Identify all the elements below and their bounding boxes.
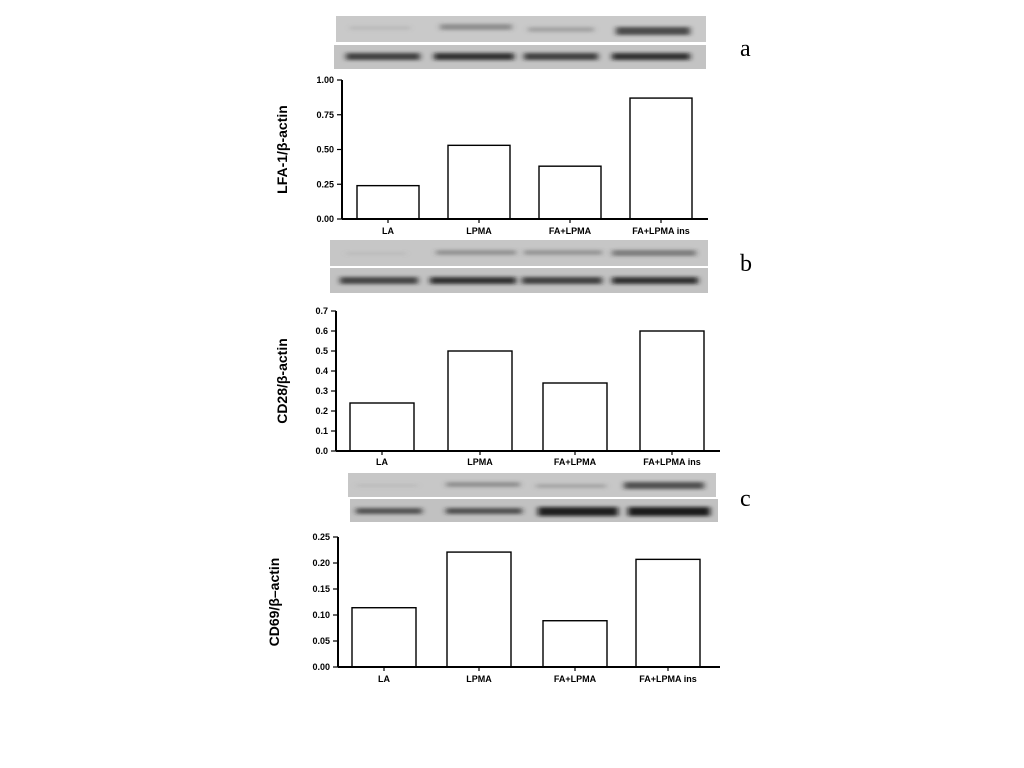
lfa1-bar-3 (629, 97, 693, 220)
cd28-ytick-label-5: 0.5 (315, 346, 328, 356)
band-a-target-falpmains (616, 27, 690, 35)
chart-lfa1: 0.00 0.25 0.50 0.75 1.00 LA LPMA FA+LPMA FA+LPMA… (274, 75, 708, 236)
cd28-category-label-2: FA+LPMA (554, 457, 597, 467)
lfa1-ytick-label-1: 0.25 (316, 179, 334, 189)
lfa1-bar-2 (538, 165, 602, 220)
cd69-bar-0 (351, 607, 417, 668)
blot-c-actin (350, 499, 718, 522)
band-a-actin-falpma (524, 53, 598, 60)
cd69-category-label-2: FA+LPMA (554, 674, 597, 684)
band-a-actin-lpma (434, 53, 514, 60)
cd69-bar-1 (446, 551, 512, 668)
cd69-y-axis-title: CD69/β–actin (266, 558, 282, 647)
lfa1-bar-1 (447, 144, 511, 220)
blot-a-actin (334, 45, 706, 69)
cd28-ytick-label-1: 0.1 (315, 426, 328, 436)
band-a-target-lpma (440, 24, 512, 30)
cd28-ytick-label-0: 0.0 (315, 446, 328, 456)
cd28-y-axis-title: CD28/β-actin (274, 338, 290, 424)
band-a-actin-la (346, 53, 420, 60)
lfa1-y-axis-title: LFA-1/β-actin (274, 105, 290, 194)
lfa1-category-label-3: FA+LPMA ins (632, 226, 689, 236)
chart-cd28: 0.0 0.1 0.2 0.3 0.4 0.5 0.6 0.7 LA LPMA FA+LPMA FA+… (274, 306, 720, 467)
band-b-actin-falpmains (612, 277, 698, 284)
lfa1-category-label-0: LA (382, 226, 394, 236)
panel-c: c 0.00 0.05 0.10 0.15 0.20 0.25 LA LPMA FA+LPMA F… (266, 473, 751, 684)
cd28-bar-3 (639, 330, 705, 452)
cd28-category-label-0: LA (376, 457, 388, 467)
band-c-actin-lpma (446, 508, 522, 514)
blot-c-target (348, 473, 716, 497)
band-b-target-la (346, 252, 406, 255)
panel-b: b 0.0 0.1 0.2 0.3 0.4 0.5 0.6 0.7 LA LPMA FA+LPMA F… (274, 240, 752, 467)
cd69-category-label-0: LA (378, 674, 390, 684)
band-c-actin-la (356, 508, 422, 514)
cd28-bar-1 (447, 350, 513, 452)
cd69-ytick-label-4: 0.20 (312, 558, 330, 568)
band-b-actin-la (340, 277, 418, 284)
band-c-actin-falpma (538, 507, 618, 516)
lfa1-category-label-1: LPMA (466, 226, 492, 236)
band-b-target-falpma (524, 250, 602, 255)
cd69-ytick-label-0: 0.00 (312, 662, 330, 672)
band-c-target-falpmains (624, 482, 704, 489)
cd28-ytick-label-2: 0.2 (315, 406, 328, 416)
band-a-target-la (350, 26, 410, 30)
band-a-actin-falpmains (612, 53, 690, 60)
cd28-ytick-label-7: 0.7 (315, 306, 328, 316)
cd69-ytick-label-5: 0.25 (312, 532, 330, 542)
lfa1-ytick-label-4: 1.00 (316, 75, 334, 85)
blot-b-actin (330, 268, 708, 293)
band-a-target-falpma (528, 27, 594, 32)
panel-label-a: a (740, 36, 751, 62)
band-c-target-lpma (446, 482, 520, 487)
band-c-actin-falpmains (628, 507, 710, 516)
lfa1-ytick-label-0: 0.00 (316, 214, 334, 224)
cd28-bar-2 (542, 382, 608, 452)
cd28-category-label-1: LPMA (467, 457, 493, 467)
band-b-actin-lpma (430, 277, 516, 284)
panel-a: a 0.00 0.25 0.50 0.75 1.00 LA LPMA FA+LPMA FA+LP… (274, 16, 751, 236)
lfa1-bar-0 (356, 184, 420, 220)
cd69-ytick-label-3: 0.15 (312, 584, 330, 594)
band-b-target-lpma (436, 250, 516, 255)
cd28-ytick-label-6: 0.6 (315, 326, 328, 336)
band-b-actin-falpma (522, 277, 602, 284)
band-c-target-falpma (536, 484, 606, 488)
cd69-bar-2 (542, 620, 608, 668)
panel-label-b: b (740, 251, 752, 277)
cd28-ytick-label-4: 0.4 (315, 366, 328, 376)
cd69-ytick-label-1: 0.05 (312, 636, 330, 646)
cd69-ytick-label-2: 0.10 (312, 610, 330, 620)
blot-a-target (336, 16, 706, 42)
cd28-ytick-label-3: 0.3 (315, 386, 328, 396)
band-b-target-falpmains (612, 250, 696, 256)
panel-label-c: c (740, 486, 751, 512)
cd28-category-label-3: FA+LPMA ins (643, 457, 700, 467)
blot-b-target (330, 240, 708, 266)
cd69-category-label-3: FA+LPMA ins (639, 674, 696, 684)
lfa1-ytick-label-2: 0.50 (316, 145, 334, 155)
chart-cd69: 0.00 0.05 0.10 0.15 0.20 0.25 LA LPMA FA+LPMA FA+… (266, 532, 720, 684)
lfa1-category-label-2: FA+LPMA (549, 226, 592, 236)
cd69-category-label-1: LPMA (466, 674, 492, 684)
lfa1-ytick-label-3: 0.75 (316, 110, 334, 120)
cd69-bar-3 (635, 558, 701, 668)
cd28-bar-0 (349, 402, 415, 452)
band-c-target-la (356, 484, 418, 487)
